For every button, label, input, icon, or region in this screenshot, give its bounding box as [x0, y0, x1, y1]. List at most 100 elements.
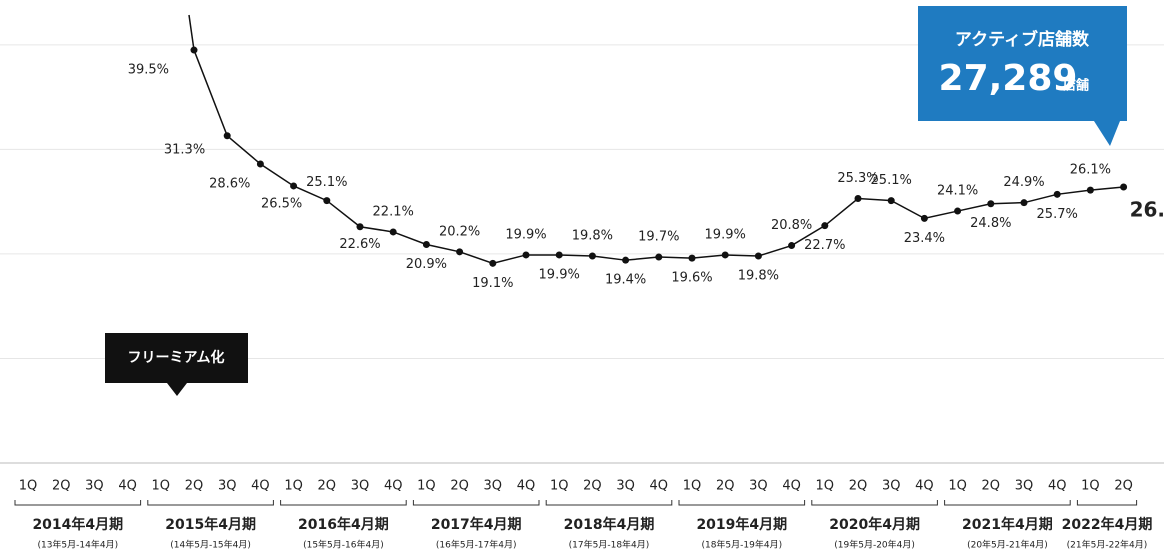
data-label: 19.9% — [505, 227, 546, 242]
point — [588, 252, 596, 260]
year-label: 2019年4月期 — [696, 516, 787, 533]
data-label: 19.7% — [638, 230, 679, 245]
year-bracket — [14, 500, 142, 506]
point — [389, 228, 397, 236]
year-label: 2022年4月期 — [1062, 516, 1153, 533]
x-tick-label: 3Q — [484, 479, 503, 494]
point — [754, 252, 762, 260]
x-tick-label: 2Q — [318, 479, 337, 494]
data-label: 19.9% — [705, 227, 746, 242]
data-label: 20.9% — [406, 257, 447, 272]
x-tick-label: 3Q — [351, 479, 370, 494]
data-label: 22.6% — [339, 237, 380, 252]
point — [854, 195, 862, 202]
point — [721, 251, 729, 259]
x-tick-label: 1Q — [1081, 479, 1100, 494]
x-tick-label: 2Q — [982, 479, 1001, 494]
x-tick-label: 4Q — [517, 479, 536, 494]
data-label: 22.7% — [804, 238, 845, 253]
data-label: 20.2% — [439, 224, 480, 239]
data-label: 25.7% — [1037, 207, 1078, 222]
data-label: 22.1% — [373, 204, 414, 219]
data-label: 20.8% — [771, 218, 812, 233]
x-tick-label: 1Q — [417, 479, 436, 494]
point — [489, 259, 497, 267]
data-label: 39.5% — [128, 63, 169, 78]
point — [323, 197, 331, 205]
point — [954, 207, 962, 215]
x-tick-label: 1Q — [816, 479, 835, 494]
data-label: 26.5% — [261, 196, 302, 211]
x-tick-label: 2Q — [185, 479, 204, 494]
active-unit: 店舗 — [1063, 78, 1089, 94]
point — [920, 214, 928, 222]
point — [1120, 183, 1128, 191]
active-value: 27,289 — [939, 58, 1078, 99]
point — [356, 223, 364, 231]
point — [522, 251, 530, 259]
x-tick-label: 2Q — [716, 479, 735, 494]
year-label: 2015年4月期 — [165, 516, 256, 533]
x-tick-label: 2Q — [849, 479, 868, 494]
x-tick-label: 1Q — [550, 479, 569, 494]
year-period: (19年5月-20年4月) — [834, 539, 915, 551]
year-bracket — [147, 500, 274, 506]
data-label: 19.6% — [671, 271, 712, 286]
point — [1053, 190, 1061, 198]
point — [223, 132, 231, 140]
year-bracket — [412, 500, 540, 506]
x-tick-label: 3Q — [218, 479, 237, 494]
data-label: 19.8% — [572, 229, 613, 244]
year-period: (16年5月-17年4月) — [436, 539, 517, 551]
data-label: 25.1% — [306, 175, 347, 190]
x-tick-label: 1Q — [19, 479, 38, 494]
point — [821, 222, 829, 230]
year-bracket — [545, 500, 673, 506]
data-label: 28.6% — [209, 177, 250, 192]
point — [887, 197, 895, 205]
callout-pointer — [167, 383, 187, 396]
data-label: 26.4% — [1130, 198, 1164, 222]
active-title: アクティブ店舗数 — [955, 29, 1090, 50]
year-period: (13年5月-14年4月) — [37, 539, 118, 551]
x-tick-label: 2Q — [450, 479, 469, 494]
x-tick-label: 3Q — [85, 479, 104, 494]
year-period: (17年5月-18年4月) — [569, 539, 650, 551]
year-label: 2016年4月期 — [298, 516, 389, 533]
data-label: 31.3% — [164, 142, 205, 157]
data-label: 19.4% — [605, 273, 646, 288]
data-label: 26.1% — [1070, 163, 1111, 178]
data-label: 25.1% — [871, 173, 912, 188]
x-tick-label: 4Q — [782, 479, 801, 494]
x-tick-label: 2Q — [52, 479, 71, 494]
x-tick-label: 4Q — [915, 479, 934, 494]
x-tick-label: 3Q — [882, 479, 901, 494]
point — [987, 200, 995, 208]
line-lead-in — [188, 14, 195, 51]
x-tick-label: 4Q — [1048, 479, 1067, 494]
point — [1086, 186, 1094, 194]
year-period: (18年5月-19年4月) — [701, 539, 782, 551]
data-label: 19.1% — [472, 276, 513, 291]
point — [1020, 199, 1028, 207]
year-label: 2018年4月期 — [564, 516, 655, 533]
x-tick-label: 1Q — [152, 479, 171, 494]
x-tick-label: 2Q — [583, 479, 602, 494]
year-bracket — [1076, 500, 1138, 506]
year-label: 2017年4月期 — [431, 516, 522, 533]
x-tick-label: 4Q — [384, 479, 403, 494]
x-tick-label: 3Q — [616, 479, 635, 494]
point — [688, 254, 696, 262]
x-tick-label: 4Q — [251, 479, 270, 494]
year-bracket — [280, 500, 407, 506]
freemium-label: フリーミアム化 — [127, 349, 224, 366]
year-label: 2020年4月期 — [829, 516, 920, 533]
point — [190, 46, 198, 54]
x-tick-label: 4Q — [118, 479, 137, 494]
year-bracket — [811, 500, 938, 506]
point — [555, 251, 563, 259]
x-tick-label: 3Q — [1015, 479, 1034, 494]
year-label: 2014年4月期 — [32, 516, 123, 533]
year-period: (21年5月-22年4月) — [1067, 539, 1148, 551]
